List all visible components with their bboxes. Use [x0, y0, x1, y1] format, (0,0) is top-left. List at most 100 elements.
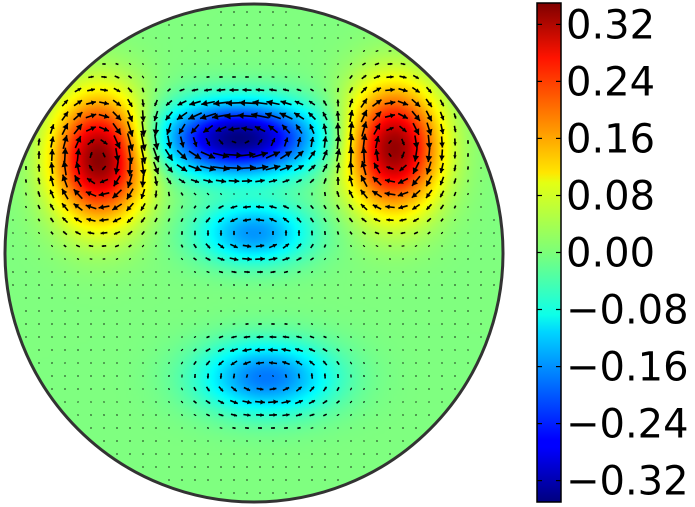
vector-arrowhead — [254, 126, 261, 132]
vector-arrow — [90, 414, 92, 416]
vector-arrow — [375, 50, 379, 52]
vector-arrowhead — [207, 257, 211, 261]
vector-arrowhead — [376, 62, 380, 65]
vector-arrow — [25, 284, 27, 286]
vector-arrowhead — [373, 218, 378, 222]
vector-arrowhead — [467, 155, 469, 157]
vector-arrow — [336, 413, 340, 417]
colorbar-ticks: −0.32 −0.24 −0.16 −0.08 0.00 0.08 0.16 0.24 0.32 — [537, 2, 689, 505]
vector-arrow — [51, 258, 53, 260]
vector-arrow — [116, 440, 118, 442]
vector-arrowhead — [153, 181, 159, 186]
vector-arrowhead — [269, 361, 273, 365]
vector-arrow — [155, 336, 157, 338]
vector-arrow — [363, 361, 365, 365]
vector-arrowhead — [230, 218, 235, 222]
vector-arrow — [25, 245, 27, 247]
vector-arrowhead — [225, 99, 232, 107]
vector-arrow — [38, 323, 40, 325]
vector-arrowhead — [266, 99, 273, 107]
vector-arrowhead — [286, 413, 290, 417]
vector-arrowhead — [273, 256, 278, 262]
vector-arrowhead — [76, 245, 79, 247]
vector-arrowhead — [311, 413, 315, 417]
vector-arrow — [155, 440, 157, 442]
vector-arrowhead — [140, 157, 147, 164]
vector-arrowhead — [323, 373, 327, 376]
vector-arrowhead — [154, 219, 157, 222]
vector-arrowhead — [360, 161, 367, 168]
vector-arrow — [38, 336, 40, 338]
vector-arrowhead — [206, 362, 209, 366]
vector-arrow — [363, 37, 365, 39]
vector-arrowhead — [89, 152, 93, 156]
vector-arrow — [168, 401, 170, 403]
vector-arrowhead — [454, 206, 456, 209]
vector-arrow — [207, 297, 209, 299]
vector-arrowhead — [402, 100, 409, 106]
vector-arrowhead — [194, 152, 201, 159]
vector-arrowhead — [285, 374, 287, 377]
vector-arrow — [363, 284, 365, 286]
vector-arrowhead — [268, 125, 275, 131]
vector-arrowhead — [113, 168, 120, 175]
vector-arrow — [349, 361, 353, 365]
vector-arrowhead — [309, 137, 315, 142]
vector-arrowhead — [228, 126, 234, 132]
vector-arrowhead — [140, 144, 147, 151]
vector-arrowhead — [375, 111, 382, 118]
vector-arrow — [350, 244, 352, 248]
vector-arrowhead — [249, 164, 256, 172]
vector-arrowhead — [73, 203, 80, 209]
vector-arrow — [350, 50, 352, 52]
vector-arrowhead — [399, 218, 404, 222]
vector-arrowhead — [87, 178, 92, 183]
vector-arrow — [337, 258, 339, 260]
vector-arrowhead — [298, 271, 301, 273]
vector-arrowhead — [243, 205, 247, 209]
vector-arrow — [467, 179, 469, 183]
vector-arrowhead — [220, 388, 224, 392]
vector-arrowhead — [206, 336, 209, 338]
vector-arrowhead — [194, 165, 202, 172]
vector-arrowhead — [390, 62, 393, 66]
vector-arrowhead — [271, 138, 276, 143]
vector-arrowhead — [323, 100, 327, 104]
vector-arrowhead — [126, 205, 132, 211]
vector-arrowhead — [194, 206, 196, 209]
vector-arrows — [12, 11, 495, 494]
vector-arrow — [415, 401, 417, 403]
vector-arrowhead — [233, 413, 237, 417]
vector-arrowhead — [348, 204, 353, 208]
vector-arrowhead — [427, 232, 430, 234]
vector-arrowhead — [269, 88, 273, 92]
vector-arrow — [181, 323, 183, 325]
vector-arrowhead — [207, 401, 211, 404]
vector-arrowhead — [25, 179, 27, 181]
vector-arrowhead — [246, 375, 248, 378]
vector-arrowhead — [273, 270, 276, 274]
vector-arrow — [38, 362, 40, 364]
vector-arrowhead — [220, 400, 224, 404]
vector-arrowhead — [349, 98, 354, 104]
vector-arrowhead — [100, 179, 105, 184]
vector-arrow — [141, 244, 145, 248]
vector-arrow — [454, 232, 456, 234]
vector-arrow — [480, 245, 482, 247]
vector-arrowhead — [102, 167, 105, 170]
vector-arrow — [142, 336, 144, 338]
vector-arrowhead — [427, 89, 432, 93]
vector-arrowhead — [298, 400, 303, 404]
vector-arrow — [454, 310, 456, 312]
vector-arrow — [142, 37, 144, 39]
vector-arrowhead — [104, 100, 109, 106]
vector-arrowhead — [413, 128, 420, 135]
vector-arrowhead — [427, 219, 430, 222]
vector-arrowhead — [204, 88, 208, 92]
vector-arrow — [324, 297, 326, 299]
vector-arrowhead — [237, 112, 244, 119]
vector-arrow — [363, 401, 365, 403]
vector-arrowhead — [154, 206, 158, 210]
vector-arrow — [441, 401, 443, 403]
vector-arrow — [142, 349, 144, 351]
